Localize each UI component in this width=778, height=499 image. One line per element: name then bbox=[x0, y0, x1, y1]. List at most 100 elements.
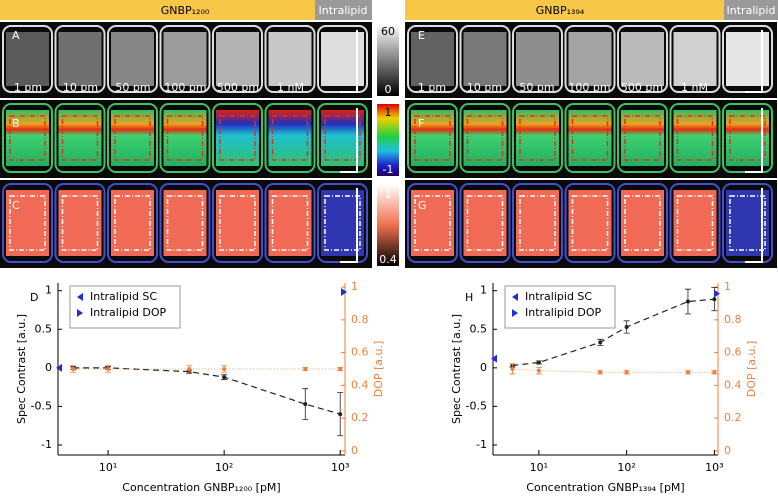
roi bbox=[624, 115, 661, 161]
scale-bar bbox=[340, 30, 358, 93]
tube bbox=[621, 110, 664, 166]
x-tick-label: 10³ bbox=[705, 461, 723, 474]
concentration-label: 10 pm bbox=[467, 81, 502, 94]
tube bbox=[216, 190, 259, 256]
roi bbox=[466, 115, 504, 161]
roi bbox=[414, 195, 451, 251]
legend-box bbox=[69, 285, 181, 329]
data-point bbox=[187, 367, 192, 371]
roi bbox=[571, 115, 609, 161]
y2-tick-label: 0 bbox=[724, 444, 731, 457]
tube-outline bbox=[212, 183, 263, 263]
header-title: GNBP₁₃₉₄ bbox=[536, 4, 585, 17]
tube bbox=[621, 32, 664, 86]
data-point bbox=[685, 299, 690, 304]
data-point bbox=[598, 370, 603, 375]
data-point bbox=[712, 370, 717, 375]
tube bbox=[621, 190, 664, 256]
tube-outline bbox=[512, 103, 563, 173]
data-point bbox=[338, 367, 343, 371]
tube-outline bbox=[2, 183, 53, 263]
roi bbox=[519, 115, 556, 161]
tube-outline bbox=[212, 25, 263, 93]
tube bbox=[268, 110, 312, 166]
concentration-label: 100 pm bbox=[164, 81, 206, 94]
intralipid-marker bbox=[341, 288, 347, 297]
tube-outline bbox=[564, 103, 616, 173]
tube bbox=[163, 110, 207, 166]
roi bbox=[729, 115, 766, 161]
roi bbox=[624, 195, 661, 251]
roi bbox=[414, 115, 451, 161]
legend-box bbox=[504, 285, 616, 329]
tube-outline bbox=[564, 183, 616, 263]
tube-outline bbox=[669, 103, 721, 173]
tube bbox=[568, 32, 612, 86]
tube-outline bbox=[407, 25, 458, 93]
x-tick-label: 10² bbox=[215, 461, 233, 474]
roi bbox=[676, 115, 714, 161]
tube-outline bbox=[459, 183, 511, 263]
y2-tick-label: 0.8 bbox=[351, 313, 369, 326]
tube bbox=[216, 32, 259, 86]
data-point bbox=[624, 370, 629, 375]
tube-outline bbox=[407, 103, 458, 173]
tube bbox=[268, 190, 312, 256]
y-axis-label: Spec Contrast [a.u.] bbox=[15, 314, 28, 424]
tube bbox=[411, 190, 454, 256]
header-control-label: Intralipid bbox=[727, 4, 776, 17]
data-point bbox=[222, 367, 227, 371]
tube bbox=[673, 32, 717, 86]
tube-outline bbox=[512, 25, 563, 93]
y-tick-label: -0.5 bbox=[31, 399, 52, 412]
tube-outline bbox=[107, 183, 158, 263]
y-tick-label: -1 bbox=[476, 438, 487, 451]
legend-marker bbox=[77, 293, 83, 301]
tube bbox=[568, 110, 612, 166]
panel-label: F bbox=[418, 117, 424, 130]
data-point bbox=[510, 367, 515, 371]
y-tick-label: 1 bbox=[480, 284, 487, 297]
scale-bar bbox=[340, 108, 358, 173]
header-control-label: Intralipid bbox=[319, 4, 368, 17]
tube-outline bbox=[617, 103, 668, 173]
tube-outline bbox=[669, 183, 721, 263]
concentration-label: 500 pm bbox=[217, 81, 259, 94]
y-tick-label: 0 bbox=[45, 361, 52, 374]
colorbar bbox=[377, 24, 399, 96]
data-point bbox=[338, 412, 343, 417]
scale-bar bbox=[745, 30, 763, 93]
roi bbox=[9, 195, 46, 251]
tube-outline bbox=[159, 183, 211, 263]
tube bbox=[6, 32, 49, 86]
concentration-label: 1 nM bbox=[277, 81, 304, 94]
data-point bbox=[712, 297, 717, 302]
tube bbox=[463, 110, 507, 166]
data-point bbox=[303, 367, 308, 371]
y2-tick-label: 1 bbox=[724, 280, 731, 293]
roi bbox=[61, 115, 99, 161]
tube bbox=[6, 190, 49, 256]
roi bbox=[61, 195, 99, 251]
y2-tick-label: 0.2 bbox=[351, 411, 369, 424]
tube-outline bbox=[54, 25, 106, 93]
roi bbox=[466, 195, 504, 251]
series-line bbox=[512, 298, 715, 367]
tube bbox=[163, 190, 207, 256]
y-tick-label: 0.5 bbox=[470, 322, 488, 335]
tube bbox=[111, 110, 154, 166]
panel-label: H bbox=[465, 291, 473, 304]
tube-outline bbox=[54, 103, 106, 173]
colorbar-label: 0 bbox=[385, 83, 392, 96]
x-tick-label: 10¹ bbox=[530, 461, 548, 474]
tube-outline bbox=[264, 103, 316, 173]
tube bbox=[6, 110, 49, 166]
concentration-label: 1 pm bbox=[14, 81, 42, 94]
tube bbox=[268, 32, 312, 86]
roi bbox=[271, 115, 309, 161]
y-tick-label: -1 bbox=[41, 438, 52, 451]
data-point bbox=[106, 367, 111, 371]
header-control bbox=[315, 0, 372, 20]
tube-outline bbox=[512, 183, 563, 263]
